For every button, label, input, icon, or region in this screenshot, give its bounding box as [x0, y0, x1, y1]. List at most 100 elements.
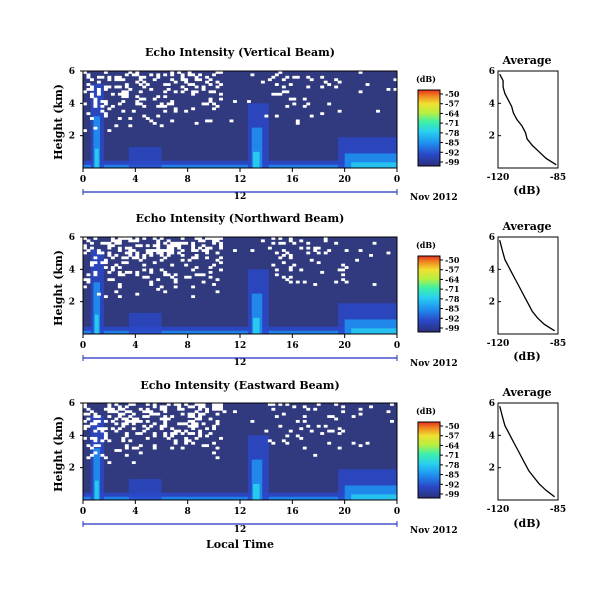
missing-data-cell: [191, 107, 196, 111]
x-tick-label: 4: [132, 341, 138, 351]
missing-data-cell: [337, 427, 342, 431]
x-tick-label: 12: [234, 175, 247, 185]
date-label: Nov 2012: [410, 526, 458, 536]
missing-data-cell: [96, 87, 101, 91]
missing-data-cell: [93, 97, 98, 101]
missing-data-cell: [156, 75, 161, 79]
missing-data-cell: [278, 92, 283, 96]
colorbar-tick-label: -85: [445, 470, 459, 480]
missing-data-cell: [316, 261, 321, 265]
missing-data-cell: [117, 75, 122, 79]
missing-data-cell: [386, 410, 391, 414]
missing-data-cell: [163, 417, 168, 421]
y-tick-label: 6: [69, 67, 75, 77]
profile-y-tick-label: 6: [489, 233, 495, 243]
missing-data-cell: [184, 436, 189, 440]
missing-data-cell: [93, 412, 98, 416]
northward-beam-panel: Echo Intensity (Northward Beam) Height (…: [52, 212, 566, 369]
missing-data-cell: [299, 239, 304, 243]
missing-data-cell: [93, 436, 98, 440]
missing-data-cell: [205, 407, 209, 411]
missing-data-cell: [149, 119, 154, 123]
missing-data-cell: [96, 251, 101, 255]
missing-data-cell: [159, 427, 164, 431]
missing-data-cell: [83, 285, 87, 289]
missing-data-cell: [191, 241, 196, 245]
missing-data-cell: [205, 444, 209, 448]
missing-data-cell: [114, 290, 119, 294]
missing-data-cell: [208, 237, 213, 240]
missing-data-cell: [299, 246, 304, 250]
missing-data-cell: [166, 417, 171, 421]
x-tick-label: 8: [185, 175, 191, 185]
missing-data-cell: [117, 270, 122, 274]
missing-data-cell: [351, 415, 356, 418]
missing-data-cell: [159, 249, 164, 252]
missing-data-cell: [117, 249, 122, 252]
colorbar-tick-label: -99: [445, 323, 460, 333]
missing-data-cell: [138, 419, 143, 423]
echo-region: [253, 151, 260, 168]
colorbar-tick-label: -99: [445, 157, 460, 167]
missing-data-cell: [191, 422, 196, 426]
missing-data-cell: [208, 275, 213, 279]
x-tick-label: 12: [234, 341, 247, 351]
missing-data-cell: [285, 403, 290, 406]
missing-data-cell: [215, 403, 220, 406]
missing-data-cell: [124, 417, 129, 421]
missing-data-cell: [89, 446, 94, 450]
missing-data-cell: [180, 253, 185, 257]
missing-data-cell: [163, 95, 168, 99]
missing-data-cell: [152, 434, 157, 438]
date-label: Nov 2012: [410, 359, 458, 369]
missing-data-cell: [128, 87, 133, 91]
missing-data-cell: [194, 256, 199, 260]
echo-region: [253, 483, 260, 500]
missing-data-cell: [205, 102, 209, 106]
missing-data-cell: [320, 85, 325, 89]
missing-data-cell: [107, 403, 112, 406]
missing-data-cell: [306, 75, 311, 79]
missing-data-cell: [194, 422, 199, 426]
missing-data-cell: [103, 102, 108, 106]
missing-data-cell: [173, 429, 178, 433]
missing-data-cell: [212, 283, 216, 286]
missing-data-cell: [219, 237, 223, 240]
missing-data-cell: [351, 441, 356, 445]
x-tick-label: 0: [80, 175, 86, 185]
profile-frame: [497, 402, 559, 501]
missing-data-cell: [215, 456, 220, 460]
missing-data-cell: [281, 85, 286, 89]
missing-data-cell: [107, 278, 112, 282]
missing-data-cell: [274, 251, 279, 255]
missing-data-cell: [128, 71, 133, 74]
missing-data-cell: [93, 237, 98, 240]
missing-data-cell: [201, 403, 206, 406]
missing-data-cell: [194, 90, 199, 94]
missing-data-cell: [205, 427, 209, 431]
colorbar-tick-label: -64: [445, 108, 460, 118]
missing-data-cell: [299, 436, 304, 440]
missing-data-cell: [138, 78, 143, 82]
missing-data-cell: [281, 90, 286, 94]
missing-data-cell: [93, 451, 98, 455]
missing-data-cell: [327, 429, 332, 433]
missing-data-cell: [177, 407, 182, 411]
missing-data-cell: [159, 405, 164, 409]
missing-data-cell: [135, 419, 140, 423]
missing-data-cell: [103, 258, 108, 262]
missing-data-cell: [124, 246, 129, 250]
missing-data-cell: [103, 427, 108, 431]
missing-data-cell: [103, 241, 108, 245]
missing-data-cell: [191, 285, 196, 289]
missing-data-cell: [145, 415, 150, 418]
echo-region: [94, 148, 99, 168]
missing-data-cell: [358, 90, 363, 94]
missing-data-cell: [285, 104, 290, 108]
missing-data-cell: [103, 261, 108, 265]
missing-data-cell: [198, 237, 203, 240]
missing-data-cell: [149, 280, 154, 284]
missing-data-cell: [96, 249, 101, 252]
missing-data-cell: [135, 244, 140, 248]
missing-data-cell: [152, 446, 157, 450]
